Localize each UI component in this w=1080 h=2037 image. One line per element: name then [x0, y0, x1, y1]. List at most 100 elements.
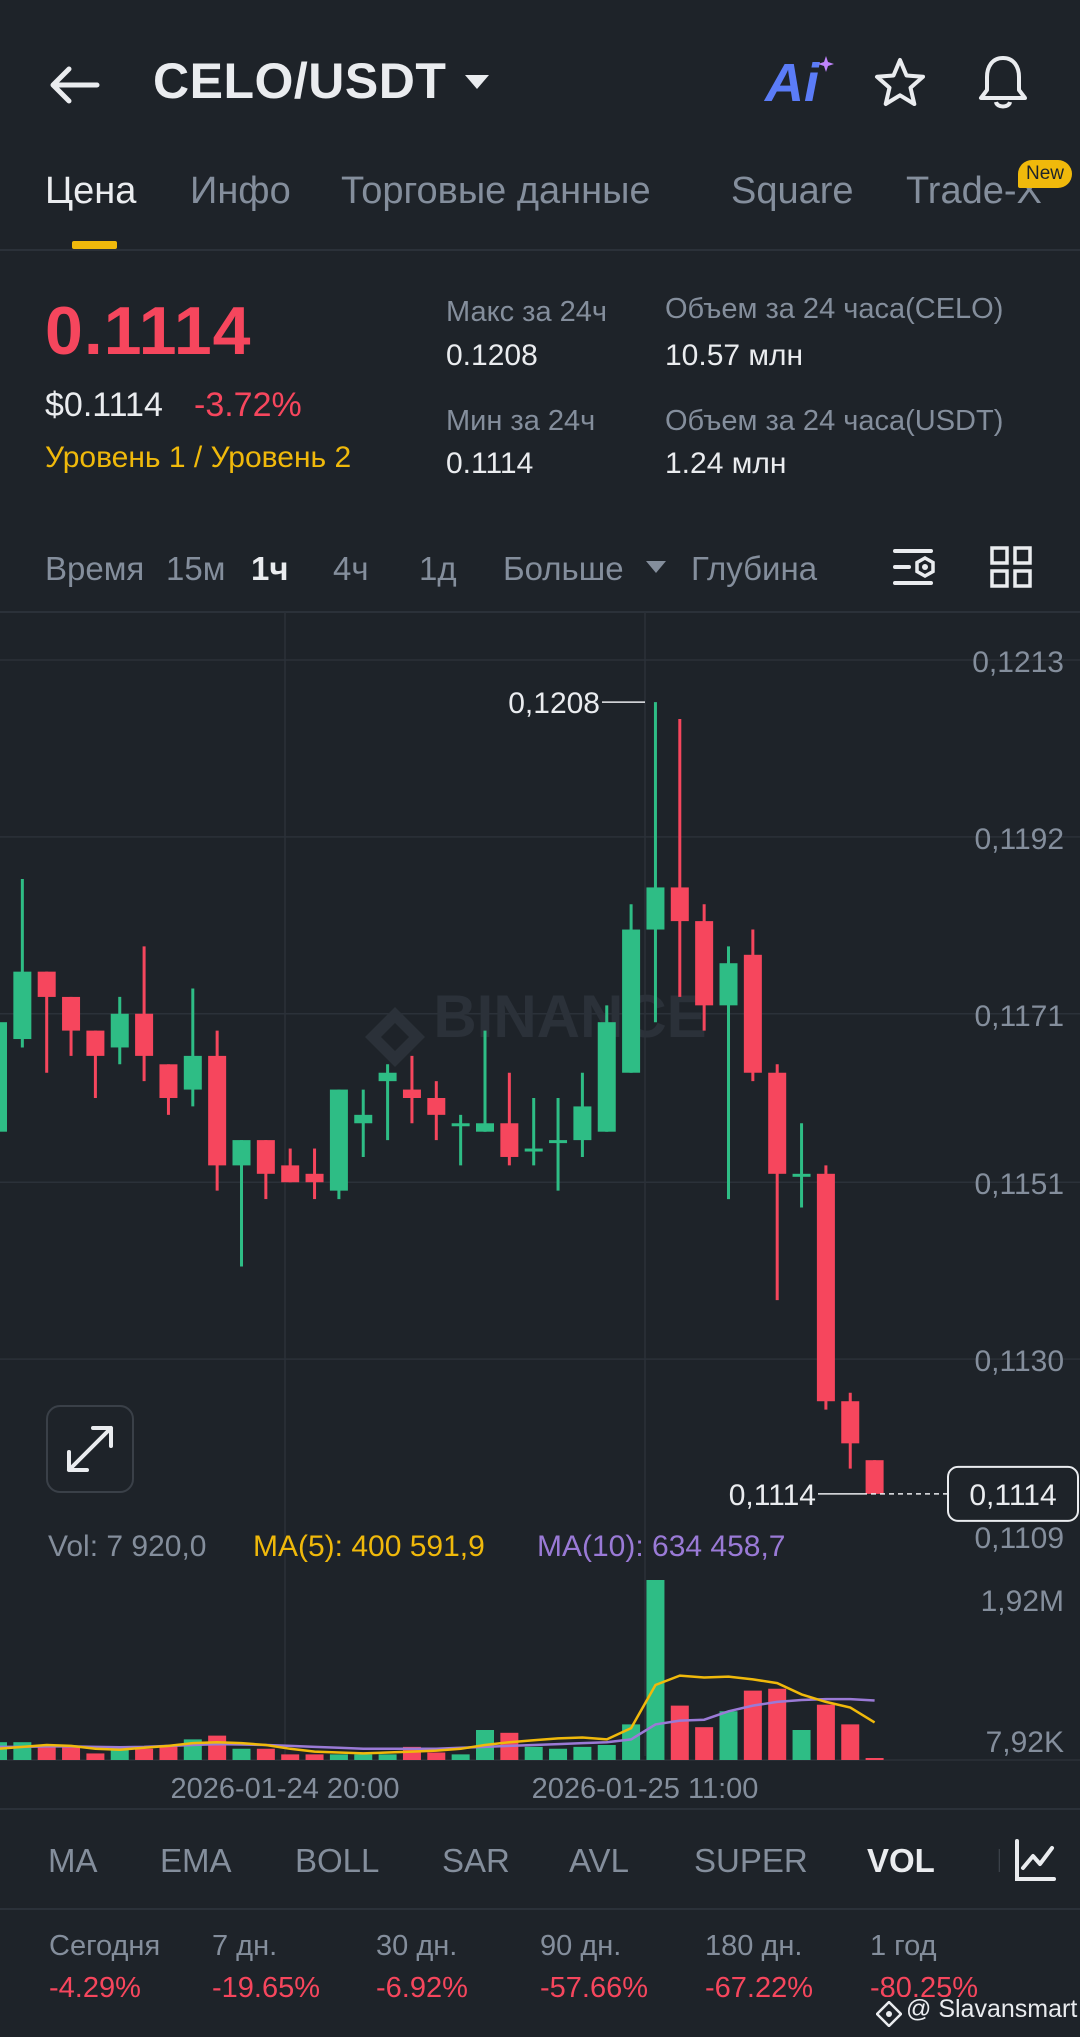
- candle-body: [573, 1106, 592, 1141]
- candle-body: [670, 887, 689, 922]
- tab-square[interactable]: Square: [731, 170, 854, 212]
- volume-bar: [232, 1748, 251, 1760]
- time-axis: 2026-01-24 20:00 2026-01-25 11:00: [171, 1773, 759, 1805]
- indicator-boll[interactable]: BOLL: [295, 1842, 380, 1879]
- perf-180d-value: -67.22%: [705, 1972, 814, 2004]
- interval-more[interactable]: Больше: [503, 550, 624, 587]
- volume-bar: [768, 1688, 787, 1760]
- active-tab-indicator: [72, 241, 117, 249]
- fullscreen-expand-icon[interactable]: [46, 1405, 134, 1493]
- ma10-label: MA(10): 634 458,7: [537, 1530, 785, 1563]
- price-alert-bell-icon[interactable]: [975, 52, 1031, 112]
- candle-body: [86, 1030, 105, 1056]
- layout-grid-icon[interactable]: [990, 546, 1032, 593]
- volume-bar: [841, 1724, 860, 1760]
- volume-bar: [549, 1748, 568, 1760]
- pair-title[interactable]: CELO/USDT: [153, 53, 447, 109]
- price-tick-label: 0,1213: [972, 646, 1064, 679]
- interval-time[interactable]: Время: [45, 550, 145, 587]
- volume-bar: [354, 1754, 373, 1760]
- candle-body: [0, 1022, 7, 1132]
- indicator-ema[interactable]: EMA: [160, 1842, 232, 1879]
- volume-base-value: 10.57 млн: [665, 339, 804, 372]
- chart-settings-icon[interactable]: [893, 545, 939, 594]
- tab-price[interactable]: Цена: [45, 170, 137, 212]
- low-price-marker: 0,1114: [729, 1479, 816, 1512]
- interval-1h[interactable]: 1ч: [251, 550, 289, 587]
- ai-assistant-icon[interactable]: Ai: [765, 53, 819, 113]
- candlestick-chart[interactable]: BINANCE 0,12130,11920,11710,11510,11300,…: [0, 612, 1080, 1808]
- volume-bar: [329, 1754, 348, 1760]
- perf-1y-label: 1 год: [870, 1930, 937, 1962]
- price-tick-label: 0,1109: [974, 1522, 1064, 1555]
- interval-15m[interactable]: 15м: [166, 550, 226, 587]
- interval-4h[interactable]: 4ч: [333, 550, 369, 587]
- price-markers: 0,1208 0,1114 0,1114: [508, 687, 1079, 1522]
- indicator-settings-chart-icon[interactable]: [1014, 1838, 1056, 1887]
- candle-body: [135, 1013, 154, 1056]
- candle-body: [841, 1401, 860, 1444]
- volume-panel: 1,92M 7,92K: [0, 1580, 1080, 1761]
- indicator-avl[interactable]: AVL: [569, 1842, 629, 1879]
- perf-30d-value: -6.92%: [376, 1972, 468, 2004]
- volume-bar: [597, 1745, 616, 1760]
- volume-bar: [13, 1742, 32, 1760]
- indicator-super[interactable]: SUPER: [694, 1842, 808, 1879]
- volume-bar: [208, 1735, 227, 1760]
- candle-body: [402, 1089, 421, 1098]
- order-book-levels-link[interactable]: Уровень 1 / Уровень 2: [45, 441, 352, 474]
- interval-depth[interactable]: Глубина: [691, 550, 818, 587]
- candle-body: [208, 1055, 227, 1166]
- volume-bar: [305, 1754, 324, 1760]
- interval-1d[interactable]: 1д: [419, 550, 457, 587]
- volume-bar: [719, 1711, 738, 1760]
- volume-bar: [792, 1730, 811, 1760]
- price-tick-label: 0,1130: [974, 1345, 1064, 1378]
- price-axis: 0,1213 0,1192 0,1171 0,1151 0,1130 0,1109: [972, 646, 1064, 1555]
- time-tick-label: 2026-01-24 20:00: [171, 1773, 400, 1805]
- pair-dropdown-icon[interactable]: [463, 73, 491, 96]
- indicator-ma[interactable]: MA: [48, 1842, 98, 1879]
- volume-tick-label: 7,92K: [986, 1726, 1064, 1759]
- volume-bar: [427, 1752, 446, 1760]
- indicator-divider: [0, 1908, 1080, 1910]
- back-arrow-icon[interactable]: [45, 55, 105, 115]
- candle-body: [451, 1123, 470, 1127]
- last-price: 0.1114: [45, 293, 252, 369]
- low-24h-value: 0.1114: [446, 447, 534, 480]
- volume-bar: [743, 1690, 762, 1760]
- candle-body: [256, 1140, 275, 1174]
- volume-bar: [37, 1746, 56, 1760]
- candle-body: [13, 971, 32, 1040]
- tab-info[interactable]: Инфо: [190, 170, 291, 212]
- usd-price: $0.1114: [45, 386, 163, 424]
- current-price-tag-box: [947, 1465, 1079, 1522]
- candle-body: [281, 1165, 300, 1183]
- indicator-vol[interactable]: VOL: [867, 1842, 935, 1879]
- volume-bar: [524, 1746, 543, 1760]
- indicator-sar[interactable]: SAR: [442, 1842, 510, 1879]
- low-24h-label: Мин за 24ч: [446, 405, 596, 437]
- favorite-star-icon[interactable]: [872, 55, 928, 111]
- price-tick-label: 0,1171: [974, 1000, 1064, 1033]
- volume-bar: [622, 1724, 641, 1760]
- perf-7d-value: -19.65%: [212, 1972, 321, 2004]
- candle-body: [646, 887, 665, 930]
- volume-quote-label: Объем за 24 часа(USDT): [665, 405, 1004, 437]
- candle-body: [354, 1114, 373, 1124]
- more-dropdown-icon[interactable]: [645, 560, 667, 579]
- new-badge: New: [1018, 160, 1073, 188]
- volume-bar: [256, 1748, 275, 1760]
- volume-label: Vol: 7 920,0: [48, 1530, 206, 1563]
- volume-bar: [378, 1754, 397, 1760]
- tab-trading-data[interactable]: Торговые данные: [341, 170, 651, 212]
- perf-today-label: Сегодня: [49, 1930, 161, 1962]
- watermark-username: @ Slavansmart: [906, 1995, 1078, 2023]
- volume-bar: [159, 1745, 178, 1760]
- candle-body: [427, 1098, 446, 1115]
- ai-sparkle-icon: [818, 56, 834, 77]
- volume-bar: [135, 1748, 154, 1760]
- high-price-marker: 0,1208: [508, 687, 600, 720]
- perf-90d-value: -57.66%: [540, 1972, 649, 2004]
- volume-bar: [695, 1727, 714, 1760]
